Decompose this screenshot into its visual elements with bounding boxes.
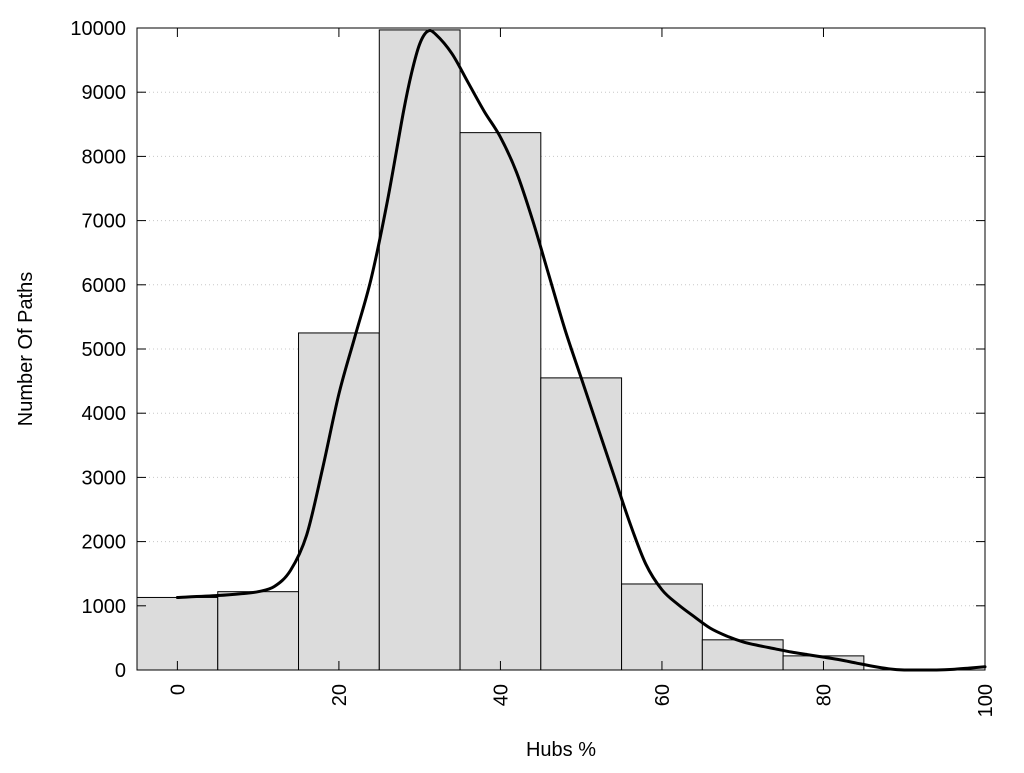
histogram-bar-0 [136,596,219,671]
density-curve [175,29,987,672]
x-tick-label-3: 60 [652,684,674,706]
histogram-bar-6 [621,583,703,671]
x-tick-label-1: 20 [329,684,351,706]
histogram-bar-4 [459,132,542,671]
y-tick-label-2: 2000 [82,532,127,554]
y-tick-label-0: 0 [115,660,126,682]
histogram-bar-5 [540,377,623,671]
histogram-bar-1 [217,591,300,671]
curve-layer [175,29,987,672]
ticks-layer: 0100020003000400050006000700080009000100… [70,18,997,717]
y-tick-label-4: 4000 [82,403,127,425]
y-tick-label-9: 9000 [82,82,127,104]
histogram-bar-3 [378,29,461,671]
y-tick-label-7: 7000 [82,211,127,233]
x-tick-label-0: 0 [167,684,189,695]
y-tick-label-1: 1000 [82,596,127,618]
y-tick-label-3: 3000 [82,467,127,489]
x-tick-label-2: 40 [490,684,512,706]
y-axis-label: Number Of Paths [15,272,37,427]
x-axis-label: Hubs % [526,739,596,761]
y-tick-label-8: 8000 [82,146,127,168]
x-tick-label-5: 100 [975,684,997,717]
histogram-bar-2 [298,332,380,671]
y-tick-label-6: 6000 [82,275,127,297]
x-tick-label-4: 80 [813,684,835,706]
bars-layer [136,29,865,671]
y-tick-label-5: 5000 [82,339,127,361]
y-tick-label-10: 10000 [70,18,126,40]
histogram-bar-7 [701,639,784,671]
